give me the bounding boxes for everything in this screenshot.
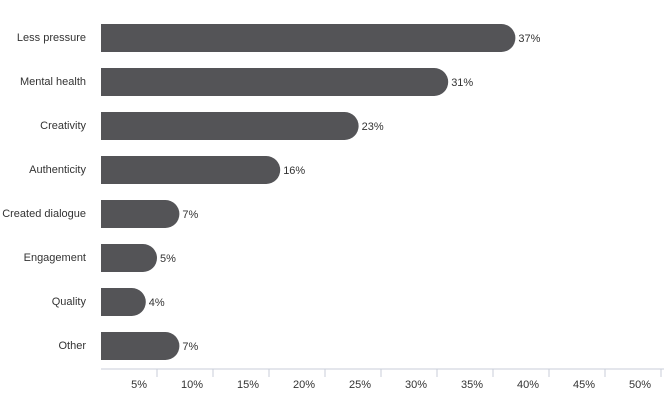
data-label: 7% bbox=[182, 341, 198, 353]
bar bbox=[101, 288, 146, 316]
x-tick-label: 15% bbox=[237, 379, 259, 391]
data-label: 4% bbox=[149, 297, 165, 309]
bar bbox=[101, 200, 180, 228]
y-tick-label: Created dialogue bbox=[2, 208, 86, 220]
bar bbox=[101, 332, 180, 360]
x-tick-label: 20% bbox=[293, 379, 315, 391]
data-label: 5% bbox=[160, 253, 176, 265]
x-tick-label: 35% bbox=[461, 379, 483, 391]
x-tick-label: 10% bbox=[181, 379, 203, 391]
bar bbox=[101, 244, 157, 272]
data-label: 7% bbox=[182, 209, 198, 221]
x-tick-label: 25% bbox=[349, 379, 371, 391]
x-tick-label: 40% bbox=[517, 379, 539, 391]
x-tick-label: 30% bbox=[405, 379, 427, 391]
bar bbox=[101, 68, 449, 96]
bar bbox=[101, 156, 281, 184]
x-tick-label: 45% bbox=[573, 379, 595, 391]
bar bbox=[101, 24, 516, 52]
bar bbox=[101, 112, 359, 140]
y-tick-label: Authenticity bbox=[29, 164, 86, 176]
y-tick-label: Quality bbox=[52, 296, 87, 308]
y-tick-label: Less pressure bbox=[17, 32, 86, 44]
y-tick-label: Creativity bbox=[40, 120, 86, 132]
x-tick-label: 5% bbox=[131, 379, 147, 391]
data-label: 23% bbox=[362, 121, 384, 133]
y-tick-label: Mental health bbox=[20, 76, 86, 88]
data-label: 37% bbox=[518, 33, 540, 45]
data-label: 16% bbox=[283, 165, 305, 177]
y-tick-label: Other bbox=[58, 340, 86, 352]
data-label: 31% bbox=[451, 77, 473, 89]
x-tick-label: 50% bbox=[629, 379, 651, 391]
y-tick-label: Engagement bbox=[24, 252, 86, 264]
